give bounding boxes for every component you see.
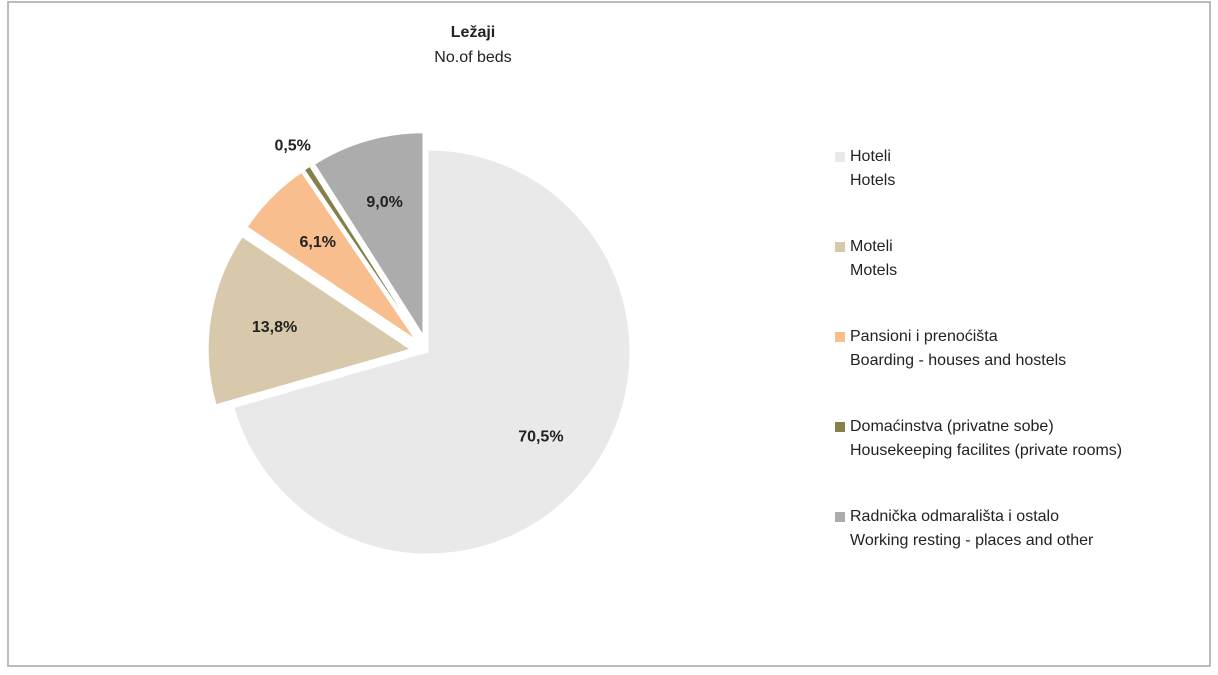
legend-label: Hotels [850, 172, 895, 189]
pie-slice [313, 132, 424, 337]
data-label: 13,8% [252, 319, 297, 336]
legend-swatch [835, 332, 845, 342]
legend-label: Housekeeping facilites (private rooms) [850, 442, 1122, 459]
legend-label: Boarding - houses and hostels [850, 352, 1066, 369]
pie-slice [303, 165, 419, 338]
pie-slice [207, 236, 412, 406]
pie-slice [246, 171, 416, 340]
chart-title: Ležaji [451, 24, 495, 41]
data-label: 6,1% [299, 234, 335, 251]
legend-label: Radnička odmarališta i ostalo [850, 508, 1059, 525]
legend-label: Hoteli [850, 148, 891, 165]
legend-label: Motels [850, 262, 897, 279]
pie-slice [233, 149, 631, 555]
data-label: 70,5% [518, 428, 563, 445]
legend-swatch [835, 422, 845, 432]
data-label: 9,0% [366, 194, 402, 211]
legend-label: Domaćinstva (privatne sobe) [850, 418, 1054, 435]
data-label: 0,5% [274, 137, 310, 154]
legend-label: Pansioni i prenoćišta [850, 328, 998, 345]
legend-swatch [835, 242, 845, 252]
legend-label: Moteli [850, 238, 893, 255]
legend-label: Working resting - places and other [850, 532, 1094, 549]
chart-subtitle: No.of beds [434, 49, 511, 66]
legend-swatch [835, 512, 845, 522]
legend-swatch [835, 152, 845, 162]
